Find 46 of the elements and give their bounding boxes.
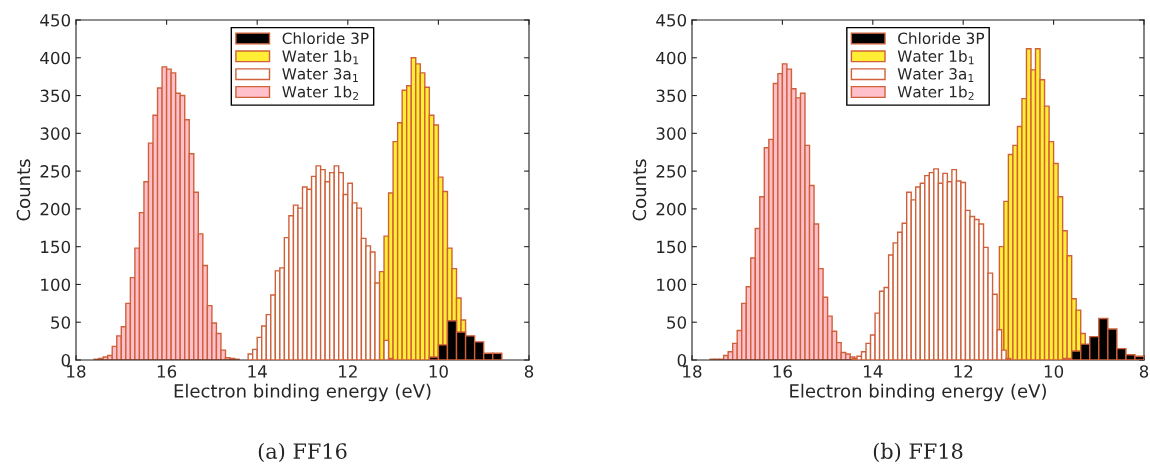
y-tick-label: 350	[40, 89, 71, 103]
legend-label: Water 3a$_{1}$	[282, 68, 358, 82]
y-tick-label: 50	[667, 316, 687, 329]
legend-label: Water 1b$_{2}$	[282, 85, 359, 100]
y-tick-label: 150	[657, 240, 687, 254]
x-axis-title: Electron binding energy (eV)	[790, 383, 1046, 402]
y-tick-label: 450	[40, 13, 71, 27]
legend-label: Chloride 3P	[282, 32, 369, 45]
y-axis-title: Counts	[632, 159, 647, 221]
x-tick-label: 10	[1044, 365, 1064, 378]
y-tick-label: 200	[656, 202, 687, 216]
x-tick-label: 14	[248, 365, 267, 378]
x-tick-label: 16	[773, 365, 792, 378]
legend-label: Chloride 3P	[898, 32, 985, 45]
y-tick-label: 400	[40, 51, 71, 65]
y-tick-label: 400	[656, 51, 687, 65]
text: (a) FF16	[258, 442, 347, 462]
legend-label: Water 3a$_{1}$	[897, 68, 974, 82]
text: (b) FF18	[873, 442, 963, 462]
x-tick-label: 10	[429, 365, 448, 378]
y-axis-title: Counts	[16, 159, 31, 221]
y-tick-label: 150	[41, 240, 71, 254]
x-tick-label: 18	[683, 365, 702, 378]
y-tick-label: 0	[677, 353, 687, 367]
y-tick-label: 200	[40, 202, 71, 216]
legend-label: Water 1b$_{2}$	[897, 85, 974, 100]
y-tick-label: 300	[40, 127, 71, 140]
x-tick-label: 8	[524, 365, 534, 378]
y-tick-label: 50	[51, 316, 71, 329]
y-tick-label: 100	[41, 278, 71, 292]
y-tick-label: 250	[40, 165, 71, 178]
x-tick-label: 12	[339, 365, 357, 378]
legend-label: Water 1b$_{1}$	[897, 50, 974, 65]
legend-label: Water 1b$_{1}$	[282, 50, 359, 65]
x-tick-label: 16	[157, 365, 177, 378]
x-tick-label: 14	[864, 365, 883, 378]
y-tick-label: 450	[656, 13, 687, 27]
y-tick-label: 250	[656, 165, 687, 178]
y-tick-label: 100	[657, 278, 687, 292]
y-tick-label: 300	[656, 127, 687, 140]
x-axis-title: Electron binding energy (eV)	[174, 383, 431, 402]
x-tick-label: 8	[1139, 365, 1149, 378]
x-tick-label: 12	[954, 365, 973, 378]
x-tick-label: 18	[67, 365, 86, 378]
y-tick-label: 0	[61, 353, 71, 367]
y-tick-label: 350	[656, 89, 687, 103]
